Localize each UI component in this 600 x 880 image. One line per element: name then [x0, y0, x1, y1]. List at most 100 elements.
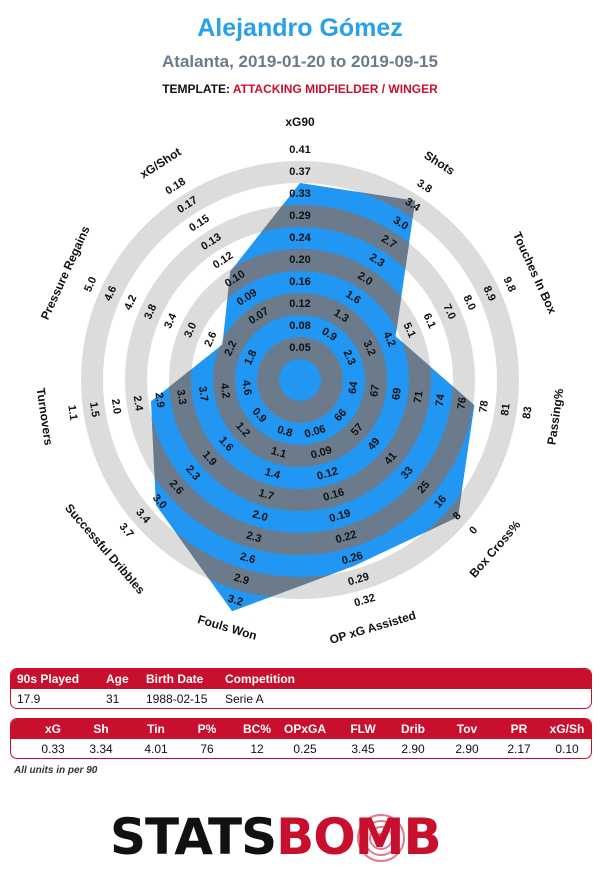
radar-overlap-band [257, 337, 343, 423]
info-table-row: 17.9 31 1988-02-15 Serie A [11, 689, 591, 708]
template-label: TEMPLATE: [162, 82, 230, 96]
radar-tick-label: 2.0 [109, 398, 123, 415]
stats-value-pr: 2.17 [507, 742, 531, 756]
stats-header-tin: Tin [147, 722, 165, 736]
radar-tick-label: 4.2 [380, 330, 397, 349]
radar-tick-label: 0.26 [340, 550, 364, 568]
stats-header-xg-sh: xG/Sh [549, 722, 585, 736]
radar-tick-label: 8.9 [481, 284, 498, 303]
stats-header-bc-: BC% [242, 722, 272, 736]
radar-tick-label: 8.0 [461, 293, 478, 312]
stats-header-pr: PR [510, 722, 528, 736]
info-value-birth-date: 1988-02-15 [146, 692, 208, 706]
radar-axis-label: Turnovers [34, 387, 56, 447]
radar-axis-label: Passing% [544, 387, 566, 445]
radar-tick-label: 0.37 [289, 166, 310, 178]
stats-value-opxga: 0.25 [293, 742, 317, 756]
radar-tick-label: 1.5 [87, 401, 101, 418]
radar-tick-label: 2.9 [152, 392, 166, 409]
stats-value-tov: 2.90 [455, 742, 479, 756]
radar-overlap-rings [151, 183, 475, 599]
radar-tick-label: 1.1 [270, 445, 288, 461]
radar-tick-label: 0.8 [276, 424, 294, 440]
radar-tick-label: 1.1 [65, 404, 79, 421]
radar-axis-label: Shots [422, 148, 458, 178]
radar-tick-label: 2.6 [202, 330, 219, 349]
radar-tick-label: 2.4 [131, 395, 145, 413]
radar-tick-label: 0.29 [289, 210, 310, 222]
info-header-competition: Competition [225, 672, 295, 686]
radar-tick-label: 67 [368, 384, 382, 398]
radar-tick-label: 3.2 [226, 593, 244, 609]
stats-table: xG Sh Tin P% BC% OPxGA FLW Drib Tov PR xG/Sh 0.33 3… [10, 718, 592, 759]
radar-chart: 0.05 0.08 0.12 0.16 0.20 0.24 0.29 0.33 0.37 0.41… [34, 115, 567, 647]
radar-tick-label: 76 [455, 396, 469, 410]
template-value: ATTACKING MIDFIELDER / WINGER [232, 82, 438, 96]
radar-tick-label: 4.6 [239, 379, 253, 396]
radar-tick-label: 0.41 [289, 144, 310, 156]
stats-value-xg-sh: 0.10 [555, 742, 579, 756]
radar-tick-label: 0.09 [309, 444, 333, 462]
radar-tick-label: 3.3 [174, 389, 188, 406]
radar-tick-label: 3.0 [182, 321, 199, 340]
stats-table-row: 0.33 3.34 4.01 76 12 0.25 3.45 2.90 2.90 2.17 0.10 [11, 739, 591, 758]
radar-tick-label: 2.9 [232, 572, 250, 588]
radar-tick-label: 3.7 [196, 385, 210, 402]
radar-tick-label: 3.2 [360, 339, 377, 358]
radar-tick-label: 3.8 [142, 302, 159, 321]
radar-tick-label: 4.2 [218, 382, 232, 399]
radar-tick-label: 0.16 [289, 276, 310, 288]
radar-axis-label: xG90 [285, 115, 315, 129]
radar-tick-label: 0.33 [289, 188, 310, 200]
info-header-age: Age [106, 672, 129, 686]
stats-header-flw: FLW [350, 722, 376, 736]
radar-tick-label: 5.1 [401, 321, 418, 340]
radar-tick-label: 74 [434, 392, 448, 407]
radar-tick-label: 0.19 [328, 507, 352, 525]
radar-tick-label: 0.24 [289, 232, 311, 244]
radar-tick-label: 83 [521, 406, 535, 420]
stats-value-drib: 2.90 [401, 742, 425, 756]
radar-tick-label: 2.3 [245, 529, 263, 545]
radar-tick-label: 1.7 [257, 487, 275, 503]
radar-tick-label: 0.20 [289, 254, 310, 266]
radar-tick-label: 81 [499, 403, 513, 417]
radar-tick-label: 2.0 [251, 508, 269, 524]
info-header-birth-date: Birth Date [146, 672, 204, 686]
radar-tick-label: 0.22 [334, 529, 358, 547]
statsbomb-logo: STATSBOMB [110, 808, 500, 868]
radar-tick-label: 0.12 [316, 465, 340, 483]
radar-tick-label: 0.32 [353, 592, 377, 610]
radar-tick-label: 0.29 [347, 571, 371, 589]
radar-tick-label: 69 [390, 387, 404, 401]
info-table-header: 90s Played Age Birth Date Competition [11, 669, 591, 689]
stats-header-drib: Drib [401, 722, 425, 736]
radar-tick-label: 0.08 [289, 320, 310, 332]
radar-tick-label: 78 [477, 400, 491, 414]
logo-target-icon [357, 814, 405, 862]
logo-stats-text: STATS [110, 808, 277, 866]
info-header-90s: 90s Played [17, 672, 80, 686]
units-footnote: All units in per 90 [14, 765, 98, 776]
stats-header-xg: xG [44, 722, 62, 736]
stats-value-flw: 3.45 [351, 742, 375, 756]
stats-table-header: xG Sh Tin P% BC% OPxGA FLW Drib Tov PR xG/Sh [11, 719, 591, 739]
template-line: TEMPLATE: ATTACKING MIDFIELDER / WINGER [0, 82, 600, 96]
radar-tick-label: 4.6 [102, 284, 119, 303]
stats-value-xg: 0.33 [41, 742, 65, 756]
radar-axis-label: Fouls Won [196, 612, 259, 643]
radar-tick-label: 64 [347, 380, 361, 395]
info-value-competition: Serie A [225, 692, 264, 706]
radar-tick-label: 0.06 [303, 423, 327, 441]
radar-tick-label: 1.8 [242, 348, 259, 367]
stats-header-opxga: OPxGA [283, 722, 327, 736]
radar-tick-label: 2.3 [340, 348, 357, 367]
stats-value-bc-: 12 [250, 742, 264, 756]
info-value-age: 31 [106, 692, 120, 706]
radar-tick-label: 71 [412, 390, 426, 404]
radar-tick-label: 0.05 [289, 342, 310, 354]
radar-tick-label: 7.0 [441, 302, 458, 321]
radar-tick-label: 2.6 [239, 551, 257, 567]
radar-tick-label: 0.16 [322, 486, 346, 504]
stats-value-p-: 76 [200, 742, 214, 756]
